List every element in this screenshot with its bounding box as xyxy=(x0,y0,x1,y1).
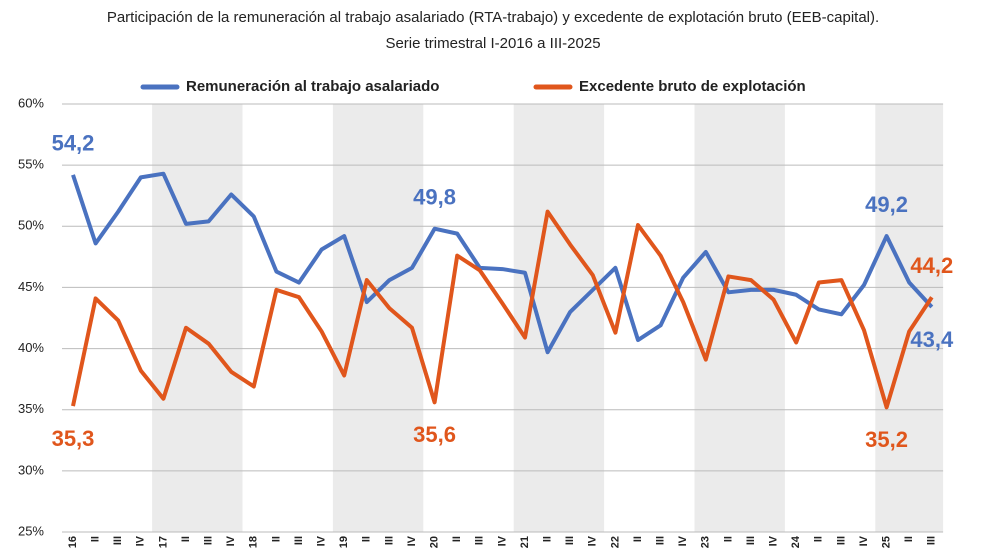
x-tick-label: III xyxy=(203,536,215,545)
x-tick-label: III xyxy=(835,536,847,545)
x-tick-label: IV xyxy=(406,535,418,546)
x-tick-label: 25 xyxy=(881,536,893,548)
x-tick-label: III xyxy=(926,536,938,545)
x-tick-label: III xyxy=(112,536,124,545)
legend-label: Excedente bruto de explotación xyxy=(579,78,806,95)
x-tick-label: II xyxy=(722,536,734,542)
value-label: 35,2 xyxy=(865,427,908,452)
y-tick-label: 25% xyxy=(18,523,44,538)
chart-title: Participación de la remuneración al trab… xyxy=(107,9,879,26)
value-label: 35,6 xyxy=(413,422,456,447)
x-tick-label: 22 xyxy=(609,536,621,548)
x-tick-label: 24 xyxy=(790,535,802,548)
x-tick-label: II xyxy=(813,536,825,542)
y-tick-label: 35% xyxy=(18,401,44,416)
x-tick-label: III xyxy=(564,536,576,545)
x-tick-label: III xyxy=(293,536,305,545)
value-label: 43,4 xyxy=(910,327,954,352)
x-tick-label: II xyxy=(180,536,192,542)
x-tick-label: 23 xyxy=(700,536,712,548)
x-tick-label: 20 xyxy=(429,536,441,548)
value-label: 35,3 xyxy=(52,426,95,451)
x-tick-label: II xyxy=(451,536,463,542)
chart-subtitle: Serie trimestral I-2016 a III-2025 xyxy=(385,35,600,52)
x-tick-label: III xyxy=(745,536,757,545)
x-tick-label: III xyxy=(474,536,486,545)
x-tick-label: IV xyxy=(858,535,870,546)
y-tick-label: 40% xyxy=(18,340,44,355)
year-band xyxy=(694,104,785,532)
y-tick-label: 45% xyxy=(18,279,44,294)
value-label: 49,2 xyxy=(865,192,908,217)
x-tick-label: II xyxy=(542,536,554,542)
x-tick-label: 17 xyxy=(157,536,169,548)
x-tick-label: IV xyxy=(768,535,780,546)
x-tick-label: IV xyxy=(225,535,237,546)
x-tick-label: IV xyxy=(316,535,328,546)
x-tick-label: II xyxy=(903,536,915,542)
y-tick-label: 60% xyxy=(18,95,44,110)
value-label: 44,2 xyxy=(910,253,953,278)
year-band xyxy=(332,104,424,532)
x-tick-label: 19 xyxy=(338,536,350,548)
x-tick-label: II xyxy=(632,536,644,542)
x-tick-label: 18 xyxy=(248,536,260,548)
series-line xyxy=(71,209,934,410)
x-tick-label: II xyxy=(361,536,373,542)
y-tick-label: 30% xyxy=(18,462,44,477)
x-tick-label: 21 xyxy=(519,536,531,548)
y-tick-label: 50% xyxy=(18,218,44,233)
x-tick-label: III xyxy=(383,536,395,545)
x-tick-label: IV xyxy=(496,535,508,546)
x-tick-label: III xyxy=(655,536,667,545)
value-label: 49,8 xyxy=(413,185,456,210)
series-line xyxy=(71,171,934,355)
value-label: 54,2 xyxy=(52,131,95,156)
y-tick-label: 55% xyxy=(18,157,44,172)
year-band xyxy=(152,104,243,532)
x-tick-label: II xyxy=(90,536,102,542)
legend-label: Remuneración al trabajo asalariado xyxy=(186,78,439,95)
x-tick-label: IV xyxy=(677,535,689,546)
x-tick-label: 16 xyxy=(67,536,79,548)
x-tick-label: II xyxy=(270,536,282,542)
x-tick-label: IV xyxy=(135,535,147,546)
year-band xyxy=(875,104,944,532)
x-tick-label: IV xyxy=(587,535,599,546)
